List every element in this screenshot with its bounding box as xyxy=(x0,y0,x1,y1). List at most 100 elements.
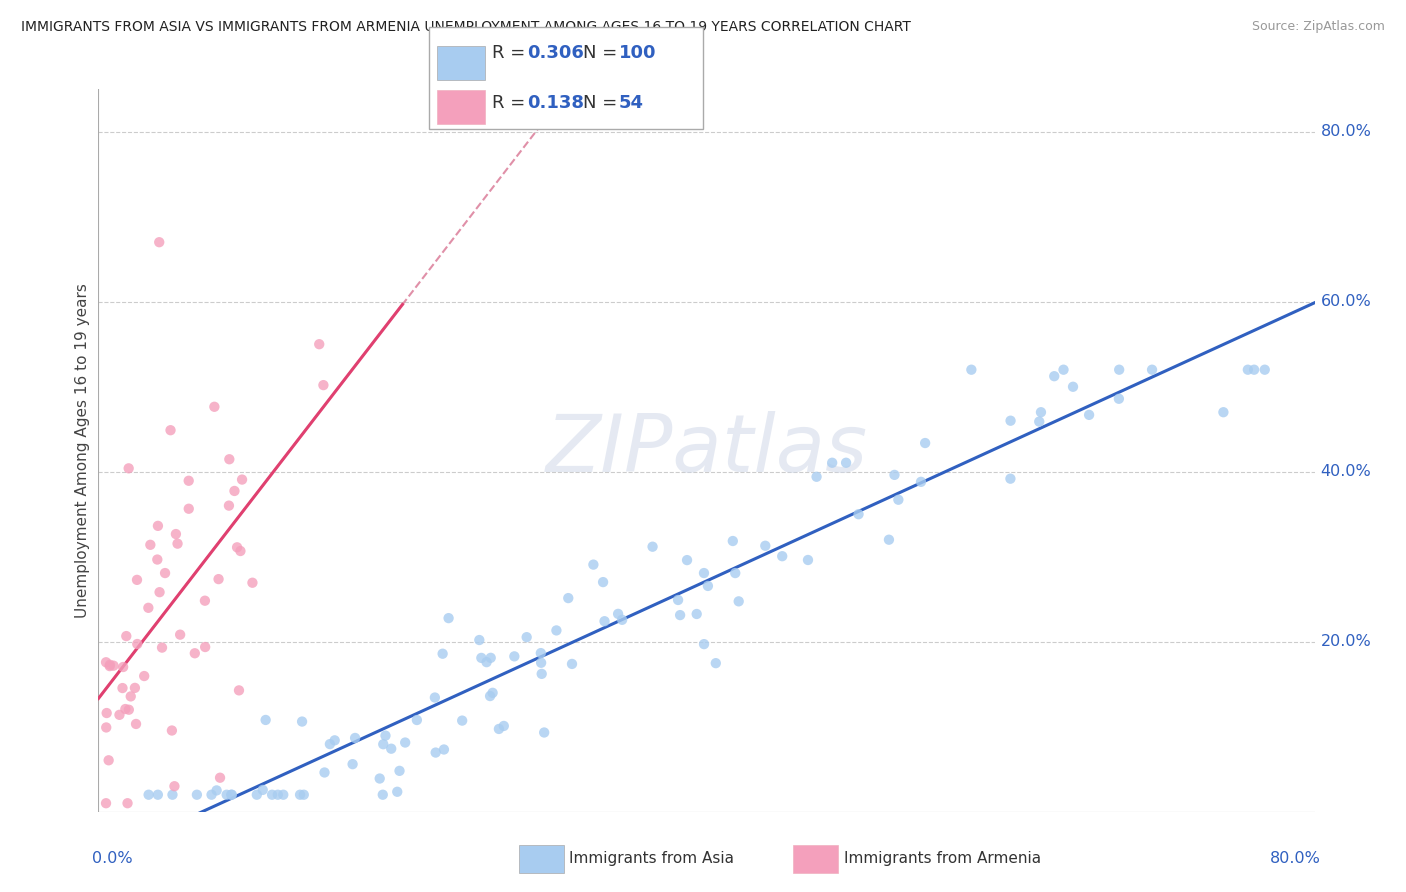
Point xyxy=(1212,405,1234,419)
Point xyxy=(112,660,135,674)
Point xyxy=(124,681,146,695)
Point xyxy=(120,690,142,704)
Text: 100: 100 xyxy=(619,45,657,62)
Point xyxy=(97,753,120,767)
Point xyxy=(312,378,335,392)
Point xyxy=(533,725,555,739)
Point xyxy=(146,788,169,802)
Point xyxy=(1140,362,1163,376)
Point xyxy=(877,533,900,547)
Point xyxy=(342,757,364,772)
Point xyxy=(530,666,553,681)
Point xyxy=(371,788,394,802)
Point xyxy=(215,788,238,802)
Point xyxy=(138,788,160,802)
Point xyxy=(184,646,207,660)
Point xyxy=(319,737,342,751)
Point xyxy=(492,719,515,733)
Point xyxy=(160,723,183,738)
Text: 0.0%: 0.0% xyxy=(93,852,134,866)
Text: 80.0%: 80.0% xyxy=(1270,852,1320,866)
Point xyxy=(437,611,460,625)
Point xyxy=(169,628,191,642)
Point xyxy=(610,613,633,627)
Point xyxy=(118,461,141,475)
Point xyxy=(475,655,498,669)
Point xyxy=(693,566,716,580)
Point xyxy=(146,519,169,533)
Point xyxy=(117,796,139,810)
Text: N =: N = xyxy=(583,45,623,62)
Point xyxy=(1243,362,1265,376)
Text: Immigrants from Asia: Immigrants from Asia xyxy=(569,852,734,866)
Point xyxy=(387,785,409,799)
Point xyxy=(114,702,136,716)
Text: R =: R = xyxy=(492,94,531,112)
Point xyxy=(641,540,664,554)
Point xyxy=(96,721,118,735)
Text: 80.0%: 80.0% xyxy=(1320,124,1372,139)
Text: 60.0%: 60.0% xyxy=(1320,294,1371,310)
Point xyxy=(207,572,229,586)
Point xyxy=(666,593,689,607)
Text: 54: 54 xyxy=(619,94,644,112)
Point xyxy=(209,771,232,785)
Point xyxy=(153,566,176,580)
Point xyxy=(219,788,242,802)
Point xyxy=(146,552,169,566)
Point xyxy=(821,456,844,470)
Point xyxy=(394,735,416,749)
Point xyxy=(406,713,429,727)
Point xyxy=(308,337,330,351)
Point xyxy=(252,783,274,797)
Point xyxy=(194,593,217,607)
Point xyxy=(292,788,315,802)
Point xyxy=(228,683,250,698)
Point xyxy=(432,647,454,661)
Point xyxy=(166,536,188,550)
Text: ZIPatlas: ZIPatlas xyxy=(546,411,868,490)
Point xyxy=(138,600,160,615)
Point xyxy=(1062,380,1084,394)
Point xyxy=(103,658,125,673)
Text: R =: R = xyxy=(492,45,531,62)
Point xyxy=(267,788,290,802)
Text: 40.0%: 40.0% xyxy=(1320,464,1371,479)
Point xyxy=(696,579,718,593)
Point xyxy=(1052,362,1074,376)
Point xyxy=(1254,362,1277,376)
Point xyxy=(451,714,474,728)
Point xyxy=(194,640,217,654)
Point xyxy=(479,650,502,665)
Point xyxy=(530,646,553,660)
Point xyxy=(177,474,200,488)
Point xyxy=(125,717,148,731)
Point xyxy=(546,624,568,638)
Point xyxy=(374,729,396,743)
Point xyxy=(693,637,716,651)
Point xyxy=(806,469,828,483)
Point xyxy=(271,788,294,802)
Y-axis label: Unemployment Among Ages 16 to 19 years: Unemployment Among Ages 16 to 19 years xyxy=(75,283,90,618)
Point xyxy=(1000,472,1022,486)
Point xyxy=(887,492,910,507)
Point xyxy=(1108,362,1130,376)
Point xyxy=(724,566,747,580)
Point xyxy=(770,549,793,564)
Point xyxy=(433,742,456,756)
Point xyxy=(96,706,118,720)
Point xyxy=(516,630,538,644)
Point xyxy=(1000,414,1022,428)
Point xyxy=(1028,415,1050,429)
Point xyxy=(1108,392,1130,406)
Point xyxy=(530,656,553,670)
Point xyxy=(960,362,983,376)
Point xyxy=(557,591,579,606)
Point xyxy=(883,467,905,482)
Point xyxy=(754,539,776,553)
Point xyxy=(380,741,402,756)
Point xyxy=(479,689,502,703)
Point xyxy=(246,788,269,802)
Point xyxy=(676,553,699,567)
Point xyxy=(177,501,200,516)
